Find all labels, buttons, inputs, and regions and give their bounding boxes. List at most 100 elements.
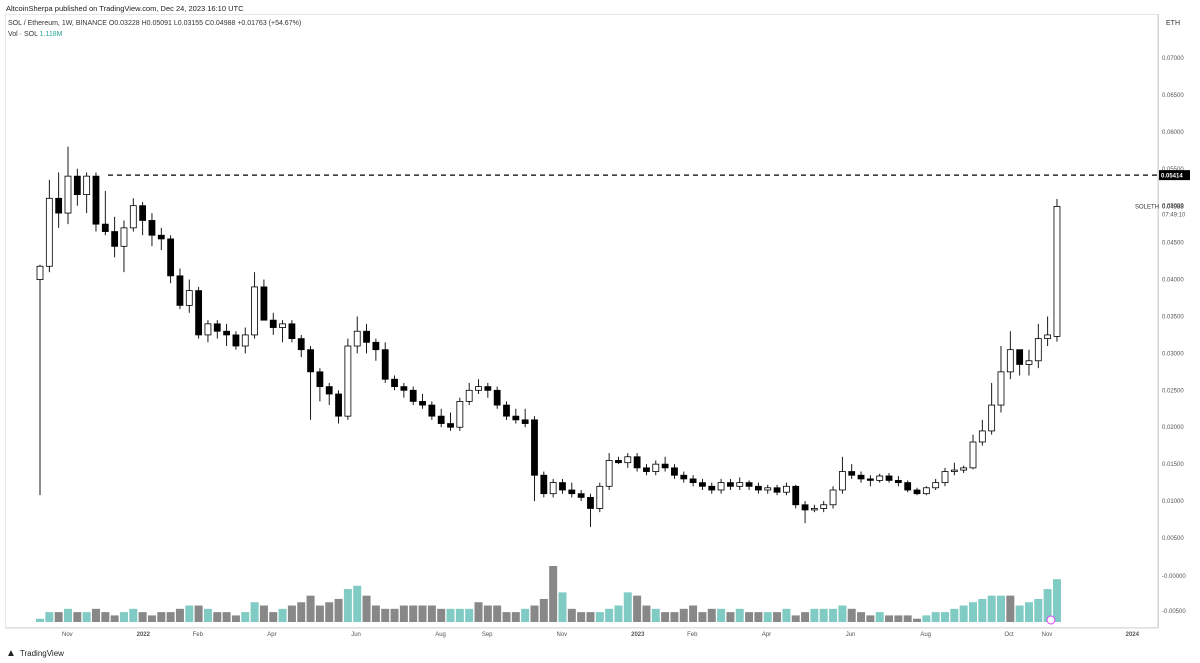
volume-bar: [819, 608, 828, 622]
volume-bar: [63, 608, 72, 622]
volume-legend-label: Vol · SOL: [8, 31, 38, 38]
candle-body: [428, 404, 436, 417]
price-tick-label: 0.04000: [1162, 278, 1184, 284]
volume-bar: [259, 605, 268, 622]
price-tick-label: 0.01000: [1162, 499, 1184, 505]
volume-bar: [446, 608, 455, 622]
price-tick-label: 0.06500: [1162, 93, 1184, 99]
candle-body: [419, 400, 426, 406]
volume-bar: [605, 608, 614, 622]
last-price-label: 0.04988: [1162, 205, 1184, 211]
volume-bar: [222, 612, 231, 622]
volume-bar: [362, 595, 371, 622]
candle-body: [745, 482, 753, 487]
volume-bar: [241, 612, 250, 622]
price-tick-label: 0.05500: [1162, 167, 1184, 173]
volume-bar: [138, 612, 147, 622]
time-axis-label: Feb: [687, 632, 698, 638]
symbol-legend[interactable]: SOL / Ethereum, 1W, BINANCE O0.03228 H0.…: [8, 20, 302, 27]
volume-bar: [343, 589, 352, 622]
candle-body: [195, 290, 203, 336]
volume-bar: [539, 598, 548, 622]
volume-bar: [502, 612, 511, 622]
candle-body: [531, 419, 538, 476]
price-tick-label: 0.02500: [1162, 388, 1184, 394]
candle-body: [932, 482, 940, 489]
candle-body: [101, 223, 109, 232]
volume-bar: [773, 612, 782, 622]
candle-body: [316, 371, 324, 388]
resistance-price-tag: [1159, 170, 1190, 181]
candle-body: [260, 286, 268, 321]
volume-bar: [558, 592, 567, 622]
price-tick-label: 0.03500: [1162, 314, 1184, 320]
candle-body: [773, 487, 781, 493]
candle-body: [568, 489, 576, 495]
candle-body: [325, 386, 333, 395]
candle-body: [792, 485, 800, 506]
candle-body: [1006, 349, 1014, 373]
volume-bar: [969, 602, 977, 622]
candle-body: [456, 400, 464, 428]
candle-body: [857, 474, 865, 480]
volume-bar: [754, 612, 763, 622]
volume-bar: [735, 608, 744, 622]
time-axis-label: Nov: [556, 632, 567, 638]
candle-body: [167, 238, 175, 277]
volume-bar: [381, 608, 390, 622]
candle-body: [633, 456, 641, 469]
volume-bar: [1015, 605, 1024, 622]
volume-legend[interactable]: Vol · SOL 1.118M: [8, 31, 63, 38]
candle-body: [671, 467, 678, 476]
candle-body: [232, 334, 240, 347]
volume-bar: [231, 615, 240, 622]
volume-bar: [1024, 602, 1033, 622]
candle-body: [120, 227, 128, 247]
candle-body: [521, 419, 529, 424]
time-axis-label: Jun: [846, 632, 856, 638]
volume-bar: [409, 605, 418, 622]
candle-body: [941, 471, 949, 484]
candle-body: [969, 441, 977, 469]
candle-body: [699, 482, 706, 487]
candle-body: [1044, 334, 1052, 340]
candle-body: [801, 504, 809, 511]
volume-bar: [269, 612, 278, 622]
volume-bar: [194, 605, 203, 622]
candle-body: [484, 386, 492, 391]
time-axis-label: Feb: [193, 632, 204, 638]
volume-bar: [661, 612, 670, 622]
volume-bar: [147, 615, 156, 622]
candle-body: [251, 286, 258, 336]
volume-bar: [614, 605, 623, 622]
candle-body: [512, 415, 520, 421]
volume-bar: [763, 612, 772, 622]
candle-body: [922, 487, 930, 495]
volume-bar: [698, 612, 707, 622]
volume-bar: [306, 595, 315, 622]
candle-body: [661, 463, 669, 469]
candle-body: [978, 430, 986, 443]
volume-bar: [791, 615, 800, 622]
candle-body: [73, 175, 81, 196]
candle-body: [997, 371, 1005, 406]
volume-bar: [521, 608, 530, 622]
volume-bar: [110, 615, 119, 622]
candle-body: [689, 478, 697, 484]
volume-bar: [278, 608, 287, 622]
candle-body: [381, 349, 389, 380]
footer-brand: ▲ TradingView: [6, 648, 64, 659]
candle-body: [1025, 360, 1033, 365]
volume-bar: [213, 612, 222, 622]
countdown-label: 07:49:10: [1162, 213, 1186, 219]
candle-body: [1016, 349, 1024, 365]
volume-bar: [91, 608, 100, 622]
volume-bar: [297, 602, 306, 622]
price-axis[interactable]: [1158, 14, 1200, 628]
volume-bar: [483, 605, 492, 622]
volume-bar: [166, 612, 175, 622]
volume-bar: [511, 612, 520, 622]
volume-bar: [931, 612, 940, 622]
volume-bar: [801, 612, 810, 622]
